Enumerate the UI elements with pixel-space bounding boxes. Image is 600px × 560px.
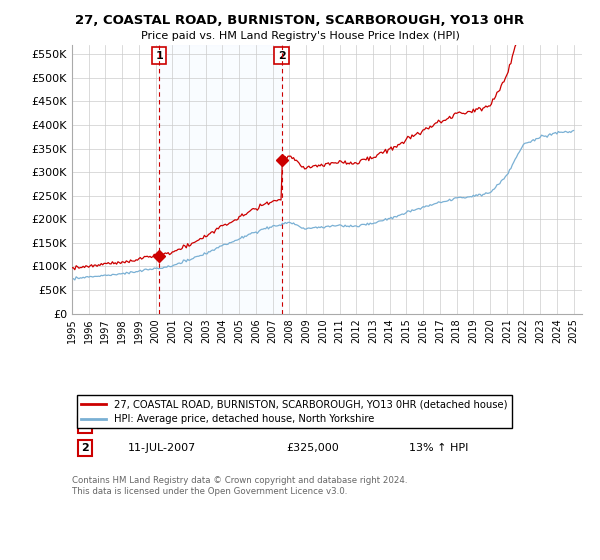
Bar <box>159 45 281 314</box>
Text: £325,000: £325,000 <box>286 443 339 453</box>
Text: 1: 1 <box>81 420 89 430</box>
Text: Price paid vs. HM Land Registry's House Price Index (HPI): Price paid vs. HM Land Registry's House … <box>140 31 460 41</box>
Text: 27, COASTAL ROAD, BURNISTON, SCARBOROUGH, YO13 0HR: 27, COASTAL ROAD, BURNISTON, SCARBOROUGH… <box>76 14 524 27</box>
Text: 1: 1 <box>155 50 163 60</box>
Text: 17-MAR-2000: 17-MAR-2000 <box>128 420 203 430</box>
Text: 12% ↑ HPI: 12% ↑ HPI <box>409 420 468 430</box>
Text: £123,000: £123,000 <box>286 420 339 430</box>
Text: 2: 2 <box>278 50 286 60</box>
Text: 11-JUL-2007: 11-JUL-2007 <box>128 443 196 453</box>
Text: 2: 2 <box>81 443 89 453</box>
Legend: 27, COASTAL ROAD, BURNISTON, SCARBOROUGH, YO13 0HR (detached house), HPI: Averag: 27, COASTAL ROAD, BURNISTON, SCARBOROUGH… <box>77 395 511 428</box>
Text: Contains HM Land Registry data © Crown copyright and database right 2024.
This d: Contains HM Land Registry data © Crown c… <box>72 476 407 496</box>
Text: 13% ↑ HPI: 13% ↑ HPI <box>409 443 468 453</box>
